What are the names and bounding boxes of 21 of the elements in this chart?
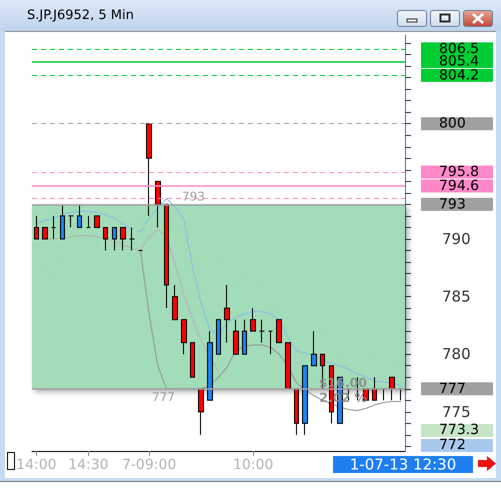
ref-line-label: 795.8: [439, 164, 480, 180]
annotation: 793: [182, 189, 205, 204]
ref-line-label: 804.2: [439, 67, 480, 84]
y-tick-label: 775: [442, 402, 471, 421]
annotation: 777: [152, 390, 175, 404]
x-tick-label: 14:00: [16, 457, 57, 473]
y-tick-label: 790: [442, 230, 471, 248]
ref-line-label: 794.6: [439, 178, 480, 194]
ref-line-label: 793: [439, 196, 466, 212]
y-tick-label: 780: [442, 345, 471, 364]
x-tick-label: 7-09:00: [122, 457, 176, 473]
text: 1-07-13 12:30: [350, 456, 456, 474]
ref-line-label: 777: [439, 380, 466, 397]
ref-line-label: 805.4: [439, 54, 480, 70]
x-tick-label: 14:30: [68, 457, 109, 473]
price-tag: 772: [421, 439, 493, 452]
ref-line-label: 800: [439, 116, 466, 132]
x-tick-label: 10:00: [233, 457, 274, 473]
price-tag: 773.3: [421, 424, 493, 437]
y-tick-label: 785: [442, 288, 471, 306]
chart-title: S.JP.J6952, 5 Min: [27, 8, 134, 23]
